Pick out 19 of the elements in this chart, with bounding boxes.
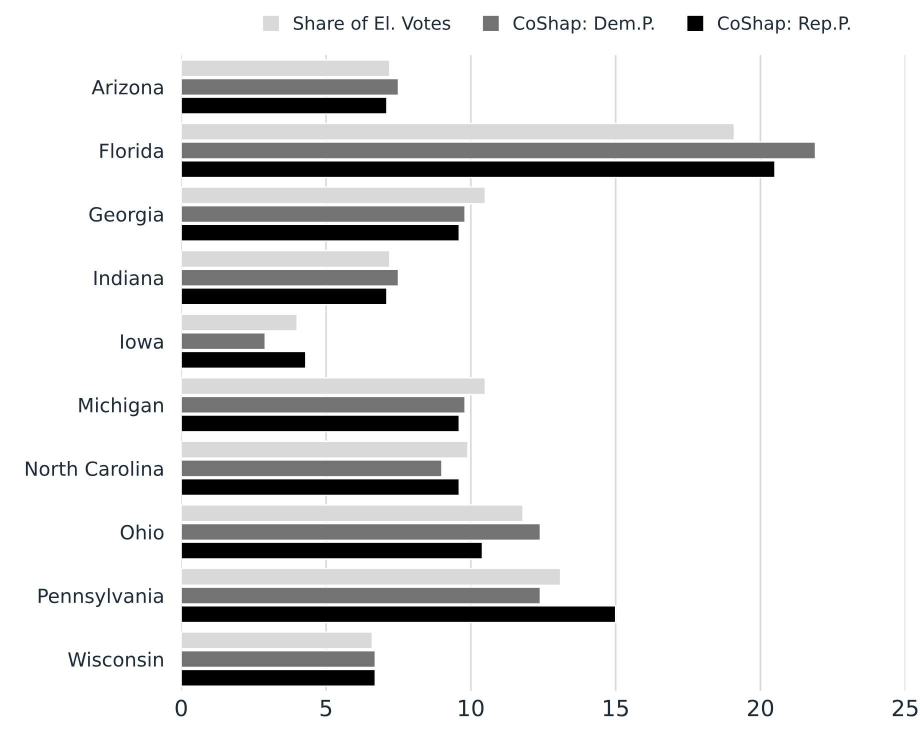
- x-tick-label: 15: [604, 700, 628, 716]
- y-tick-label: Pennsylvania: [38, 588, 163, 607]
- x-tick-label: 0: [176, 700, 187, 716]
- x-tick-label: 25: [892, 700, 918, 716]
- y-tick-label: Ohio: [120, 524, 164, 540]
- x-tick-label: 20: [748, 700, 774, 716]
- x-tick-label: 10: [459, 700, 484, 716]
- legend-label: CoShap: Dem.P.: [514, 16, 654, 34]
- y-tick-label: Arizona: [92, 80, 163, 95]
- x-tick-label: 5: [320, 700, 332, 716]
- y-tick-label: Michigan: [79, 397, 163, 416]
- y-tick-label: Indiana: [94, 270, 163, 286]
- y-tick-label: Georgia: [89, 206, 163, 226]
- y-tick-label: Florida: [100, 143, 163, 158]
- legend-label: Share of El. Votes: [294, 16, 450, 30]
- y-tick-label: North Carolina: [26, 460, 163, 476]
- y-tick-label: Iowa: [121, 334, 163, 349]
- y-tick-label: Wisconsin: [68, 652, 163, 667]
- legend-label: CoShap: Rep.P.: [718, 16, 850, 34]
